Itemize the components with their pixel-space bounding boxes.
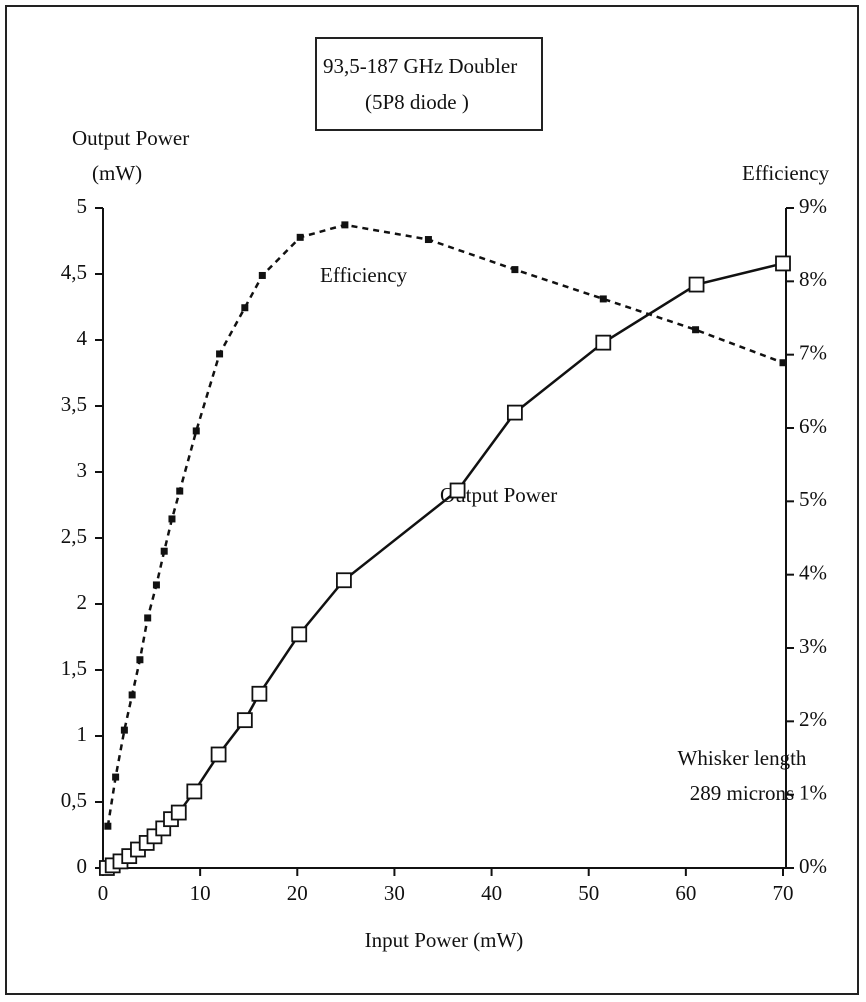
data-point [128, 691, 136, 699]
y-tick-label: 0 [77, 854, 88, 878]
series-line [106, 223, 784, 827]
series-label: Efficiency [320, 263, 408, 287]
data-point [186, 783, 203, 800]
y-tick-label: 4,5 [61, 260, 87, 284]
data-point [216, 350, 224, 358]
chart-subtitle: (5P8 diode ) [365, 90, 469, 114]
y2-tick-label: 9% [799, 194, 827, 218]
data-point [258, 271, 266, 279]
data-point [291, 626, 308, 643]
y-tick-label: 4 [77, 326, 88, 350]
y2-tick-label: 3% [799, 634, 827, 658]
data-point [160, 547, 168, 555]
frame [5, 5, 859, 995]
data-point [775, 255, 791, 272]
data-point [779, 359, 787, 367]
y2-tick-label: 6% [799, 414, 827, 438]
x-tick-label: 70 [773, 881, 794, 905]
data-point [144, 614, 152, 622]
data-point [506, 404, 523, 421]
y-tick-label: 5 [77, 194, 88, 218]
data-point [152, 581, 160, 589]
data-point [296, 233, 304, 241]
x-tick-label: 10 [190, 881, 211, 905]
data-point [511, 266, 519, 274]
data-point [341, 221, 349, 229]
data-point [120, 726, 128, 734]
y-tick-label: 2,5 [61, 524, 87, 548]
annotation: Whisker length [678, 746, 807, 770]
data-point [688, 276, 705, 293]
data-point [170, 804, 187, 821]
x-tick-label: 30 [384, 881, 405, 905]
y-tick-label: 1 [77, 722, 88, 746]
data-point [595, 334, 612, 351]
data-point [112, 773, 120, 781]
data-point [236, 712, 253, 729]
y2-axis-label: Efficiency [742, 161, 830, 185]
data-point [168, 515, 176, 523]
y2-tick-label: 7% [799, 340, 827, 364]
series-line [106, 262, 784, 870]
title-box [315, 37, 543, 131]
data-point [251, 685, 268, 702]
y-tick-label: 3 [77, 458, 88, 482]
data-point [136, 656, 144, 664]
y2-tick-label: 4% [799, 560, 827, 584]
y2-tick-label: 8% [799, 267, 827, 291]
x-tick-label: 50 [578, 881, 599, 905]
x-tick-label: 60 [675, 881, 696, 905]
data-point [210, 746, 227, 763]
y-axis-label: (mW) [92, 161, 142, 185]
y-tick-label: 1,5 [61, 656, 87, 680]
data-point [599, 295, 607, 303]
chart-title: 93,5-187 GHz Doubler [323, 54, 517, 78]
data-point [424, 236, 432, 244]
y-tick-label: 2 [77, 590, 88, 614]
x-tick-label: 20 [287, 881, 308, 905]
y-axis-label: Output Power [72, 126, 189, 150]
x-tick-label: 0 [98, 881, 109, 905]
y2-tick-label: 2% [799, 707, 827, 731]
y2-tick-label: 0% [799, 854, 827, 878]
x-axis-label: Input Power (mW) [365, 928, 524, 952]
data-point [104, 822, 112, 830]
y-tick-label: 0,5 [61, 788, 87, 812]
y2-tick-label: 1% [799, 780, 827, 804]
data-point [176, 487, 184, 495]
annotation: 289 microns [690, 781, 794, 805]
data-point [692, 326, 700, 334]
data-point [192, 427, 200, 435]
data-point [449, 482, 466, 499]
data-point [241, 304, 249, 312]
x-tick-label: 40 [481, 881, 502, 905]
data-point [336, 572, 352, 589]
y-tick-label: 3,5 [61, 392, 87, 416]
y2-tick-label: 5% [799, 487, 827, 511]
